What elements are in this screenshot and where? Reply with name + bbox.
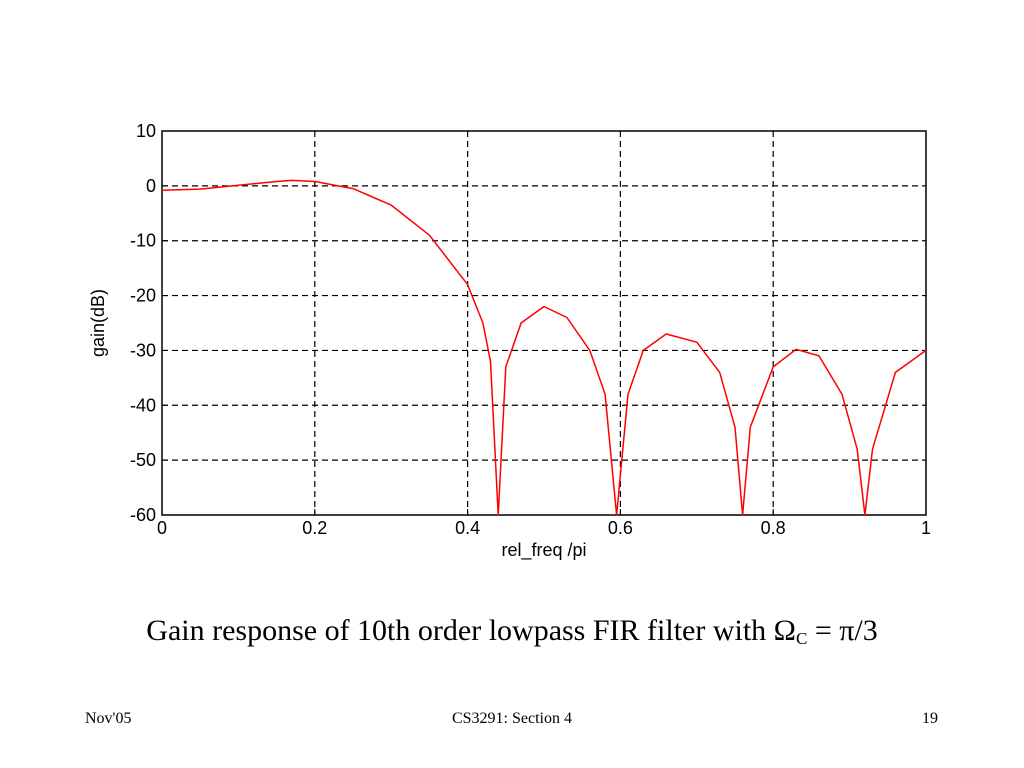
plot-frame: [161, 130, 927, 516]
y-tick-label: -30: [130, 340, 156, 360]
x-tick-label: 0.8: [761, 518, 786, 538]
x-tick-label: 0: [157, 518, 167, 538]
caption-suffix: = π/3: [807, 614, 878, 647]
x-tick-label: 0.6: [608, 518, 633, 538]
gain-response-chart: 0 0.2 0.4 0.6 0.8 1 10 0 -10 -20 -30 -40 -50 -60 rel_…: [88, 121, 931, 561]
caption-text: Gain response of 10th order lowpass FIR …: [146, 614, 796, 647]
y-axis-label: gain(dB): [88, 289, 108, 357]
x-axis-label: rel_freq /pi: [501, 540, 586, 561]
series-group: [161, 179, 927, 516]
footer-course: CS3291: Section 4: [451, 710, 572, 727]
y-tick-label: -40: [130, 395, 156, 415]
y-tick-label: 0: [146, 176, 156, 196]
figure-caption: Gain response of 10th order lowpass FIR …: [0, 614, 1024, 649]
y-tick-label: -20: [130, 286, 156, 306]
y-tick-label: -50: [130, 450, 156, 470]
axis-ticks: 0 0.2 0.4 0.6 0.8 1 10 0 -10 -20 -30 -40 -50 -60: [130, 121, 931, 538]
y-tick-label: 10: [136, 121, 156, 141]
chart-grid: [162, 131, 926, 515]
footer-date: Nov'05: [85, 710, 132, 727]
x-tick-label: 0.4: [455, 518, 480, 538]
x-tick-label: 0.2: [302, 518, 327, 538]
y-tick-label: -10: [130, 231, 156, 251]
x-tick-label: 1: [921, 518, 931, 538]
gain-curve: [161, 179, 927, 516]
footer-page-number: 19: [922, 710, 938, 727]
y-tick-label: -60: [130, 505, 156, 525]
caption-subscript: C: [795, 629, 808, 648]
